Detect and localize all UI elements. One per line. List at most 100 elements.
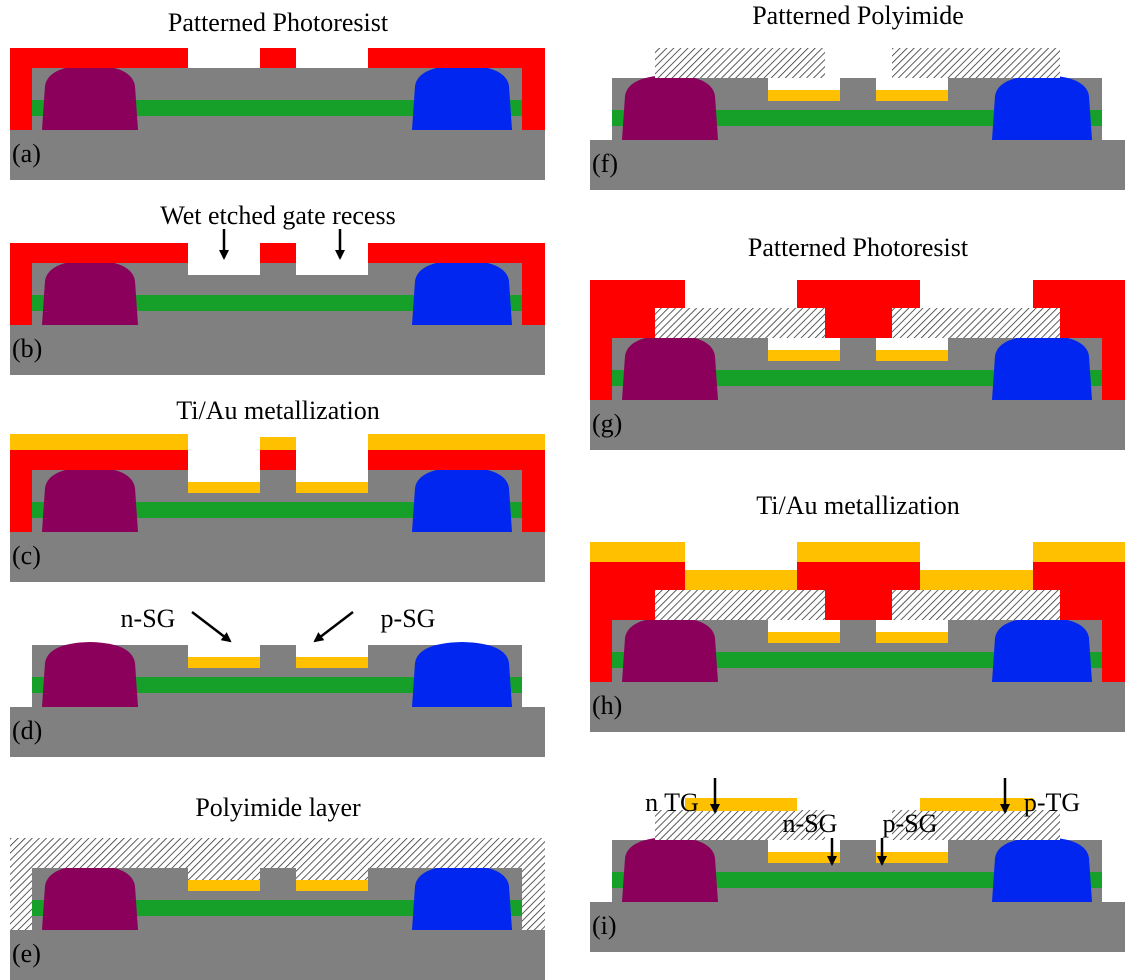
recess bbox=[768, 840, 840, 852]
substrate bbox=[10, 707, 545, 757]
polyimide bbox=[655, 590, 825, 620]
panel-title: Patterned Photoresist bbox=[748, 233, 969, 262]
gate-metal bbox=[768, 350, 840, 361]
process-diagram: Patterned Photoresist (a) Wet etched gate … bbox=[0, 0, 1129, 980]
photoresist bbox=[590, 620, 612, 682]
arrow bbox=[192, 612, 230, 641]
gate-metal bbox=[768, 632, 840, 643]
n-contact bbox=[42, 865, 138, 930]
recess bbox=[876, 620, 948, 632]
photoresist bbox=[368, 243, 545, 263]
recess bbox=[188, 470, 260, 482]
panel-title: Polyimide layer bbox=[195, 793, 361, 822]
photoresist bbox=[522, 68, 545, 130]
photoresist bbox=[797, 280, 920, 308]
recess bbox=[768, 338, 840, 350]
polyimide bbox=[10, 868, 32, 930]
annotation: n-SG bbox=[783, 809, 838, 838]
photoresist bbox=[522, 263, 545, 325]
gate-metal bbox=[876, 350, 948, 361]
panel-title: Wet etched gate recess bbox=[160, 201, 395, 230]
photoresist bbox=[260, 48, 296, 68]
photoresist bbox=[590, 338, 612, 400]
gate-metal bbox=[768, 852, 840, 863]
polyimide bbox=[655, 308, 825, 338]
substrate bbox=[590, 682, 1125, 732]
annotation: n TG bbox=[645, 788, 699, 817]
photoresist bbox=[590, 590, 655, 620]
photoresist bbox=[260, 450, 296, 470]
polyimide bbox=[188, 868, 260, 880]
recess bbox=[296, 645, 368, 657]
photoresist bbox=[10, 48, 188, 68]
photoresist bbox=[590, 562, 685, 590]
n-contact bbox=[622, 837, 718, 902]
p-contact bbox=[992, 75, 1092, 140]
photoresist bbox=[10, 243, 188, 263]
recess bbox=[768, 620, 840, 632]
recess bbox=[768, 78, 840, 90]
recess bbox=[876, 338, 948, 350]
panel-title: Ti/Au metallization bbox=[176, 396, 379, 425]
n-contact bbox=[622, 335, 718, 400]
n-contact bbox=[42, 642, 138, 707]
panel-label: (h) bbox=[592, 691, 622, 720]
panel-label: (a) bbox=[12, 139, 41, 168]
panel-label: (f) bbox=[592, 149, 618, 178]
annotation: p-TG bbox=[1024, 788, 1080, 817]
metal-layer bbox=[685, 570, 797, 590]
photoresist bbox=[10, 450, 188, 470]
panel-label: (b) bbox=[12, 334, 42, 363]
photoresist bbox=[368, 450, 545, 470]
substrate bbox=[10, 130, 545, 180]
p-contact bbox=[412, 260, 512, 325]
annotation: p-SG bbox=[883, 809, 938, 838]
recess bbox=[876, 840, 948, 852]
panel-title: Patterned Polyimide bbox=[752, 1, 964, 30]
polyimide bbox=[655, 48, 825, 78]
photoresist bbox=[1102, 338, 1125, 400]
photoresist bbox=[10, 470, 32, 532]
gate-metal bbox=[768, 90, 840, 101]
n-contact bbox=[42, 65, 138, 130]
panel-label: (g) bbox=[592, 409, 622, 438]
photoresist bbox=[590, 280, 685, 308]
recess bbox=[876, 78, 948, 90]
gate-metal bbox=[296, 482, 368, 493]
arrow bbox=[315, 612, 353, 641]
panel-label: (i) bbox=[592, 911, 617, 940]
metal-layer bbox=[368, 434, 545, 450]
photoresist bbox=[1060, 590, 1125, 620]
top-gate bbox=[685, 798, 797, 811]
p-contact bbox=[992, 335, 1092, 400]
substrate bbox=[590, 140, 1125, 190]
photoresist bbox=[590, 308, 655, 338]
gate-metal bbox=[296, 657, 368, 668]
metal-layer bbox=[1033, 542, 1125, 562]
panel-label: (c) bbox=[12, 541, 41, 570]
n-contact bbox=[42, 260, 138, 325]
polyimide bbox=[10, 838, 545, 868]
photoresist bbox=[825, 590, 892, 620]
gate-metal bbox=[188, 657, 260, 668]
polyimide bbox=[296, 868, 368, 880]
polyimide bbox=[522, 868, 545, 930]
recess bbox=[296, 470, 368, 482]
panel-title: Ti/Au metallization bbox=[756, 491, 959, 520]
p-contact bbox=[992, 617, 1092, 682]
photoresist bbox=[825, 308, 892, 338]
p-contact bbox=[412, 642, 512, 707]
photoresist bbox=[797, 562, 920, 590]
recess bbox=[188, 645, 260, 657]
photoresist bbox=[1102, 620, 1125, 682]
gate-metal bbox=[188, 482, 260, 493]
gate-metal bbox=[876, 632, 948, 643]
polyimide bbox=[892, 308, 1060, 338]
n-contact bbox=[42, 467, 138, 532]
gate-metal bbox=[876, 852, 948, 863]
p-contact bbox=[992, 837, 1092, 902]
photoresist bbox=[1033, 562, 1125, 590]
photoresist bbox=[10, 263, 32, 325]
gate-metal bbox=[876, 90, 948, 101]
panel-label: (e) bbox=[12, 939, 41, 968]
